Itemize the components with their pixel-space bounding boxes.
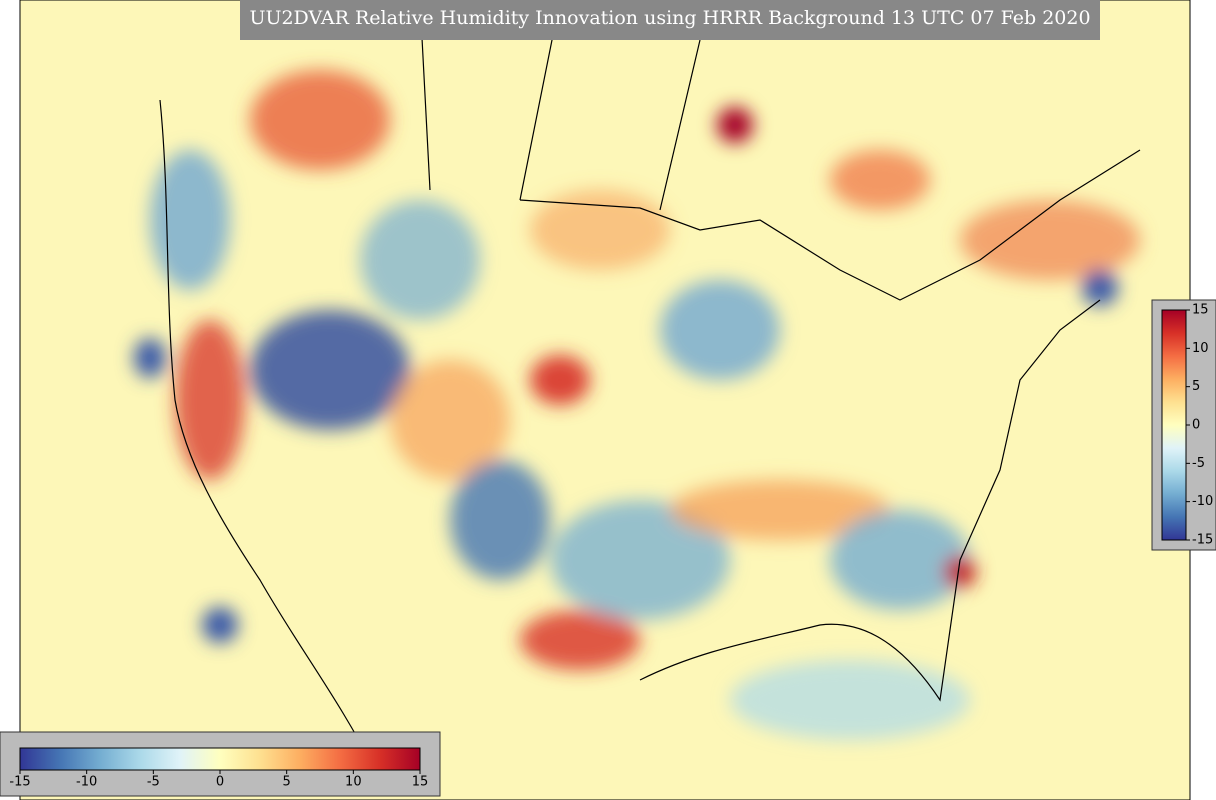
- title-box: [240, 0, 1100, 40]
- tick-label: -5: [1192, 456, 1205, 471]
- tick-label: -15: [1192, 533, 1213, 548]
- tick-label: 15: [1192, 303, 1209, 318]
- tick-label: 0: [216, 775, 224, 790]
- coastlines: [159, 0, 1141, 781]
- tick-label: -5: [147, 775, 160, 790]
- tick-label: 0: [1192, 418, 1200, 433]
- title: UU2DVAR Relative Humidity Innovation usi…: [249, 7, 1090, 29]
- tick-label: 10: [1192, 341, 1209, 356]
- colorbar: [19, 747, 421, 771]
- innovation-field: [134, 70, 1140, 740]
- tick-label: -10: [76, 775, 97, 790]
- tick-label: 5: [283, 775, 291, 790]
- colorbar: [1161, 309, 1187, 541]
- tick-label: 5: [1192, 379, 1200, 394]
- tick-label: -10: [1192, 494, 1213, 509]
- tick-label: 15: [412, 775, 429, 790]
- tick-label: -15: [9, 775, 30, 790]
- tick-label: 10: [345, 775, 362, 790]
